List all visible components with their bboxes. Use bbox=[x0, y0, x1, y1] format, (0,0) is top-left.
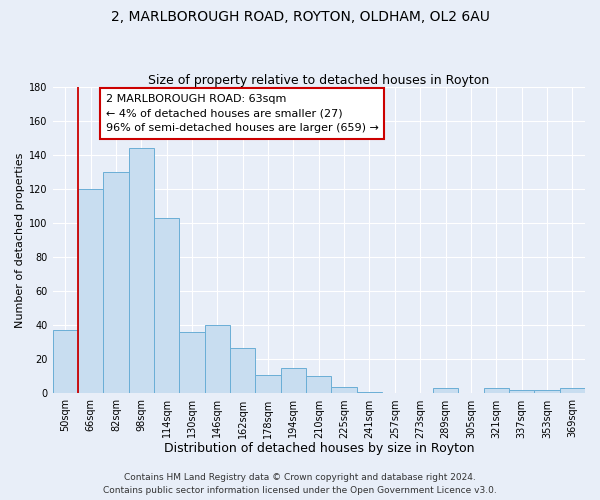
Title: Size of property relative to detached houses in Royton: Size of property relative to detached ho… bbox=[148, 74, 490, 87]
Bar bbox=[256, 374, 281, 394]
Bar bbox=[78, 189, 103, 394]
Y-axis label: Number of detached properties: Number of detached properties bbox=[15, 152, 25, 328]
Bar bbox=[179, 332, 205, 394]
Bar bbox=[103, 172, 128, 394]
Bar bbox=[128, 148, 154, 394]
Bar bbox=[205, 326, 230, 394]
Bar bbox=[534, 390, 560, 394]
Bar bbox=[281, 368, 306, 394]
Bar bbox=[560, 388, 585, 394]
Bar bbox=[509, 390, 534, 394]
X-axis label: Distribution of detached houses by size in Royton: Distribution of detached houses by size … bbox=[164, 442, 474, 455]
Bar bbox=[357, 392, 382, 394]
Bar bbox=[484, 388, 509, 394]
Bar bbox=[230, 348, 256, 394]
Bar bbox=[154, 218, 179, 394]
Bar bbox=[53, 330, 78, 394]
Bar bbox=[433, 388, 458, 394]
Text: Contains HM Land Registry data © Crown copyright and database right 2024.
Contai: Contains HM Land Registry data © Crown c… bbox=[103, 474, 497, 495]
Text: 2 MARLBOROUGH ROAD: 63sqm
← 4% of detached houses are smaller (27)
96% of semi-d: 2 MARLBOROUGH ROAD: 63sqm ← 4% of detach… bbox=[106, 94, 379, 134]
Bar bbox=[331, 386, 357, 394]
Bar bbox=[306, 376, 331, 394]
Text: 2, MARLBOROUGH ROAD, ROYTON, OLDHAM, OL2 6AU: 2, MARLBOROUGH ROAD, ROYTON, OLDHAM, OL2… bbox=[110, 10, 490, 24]
